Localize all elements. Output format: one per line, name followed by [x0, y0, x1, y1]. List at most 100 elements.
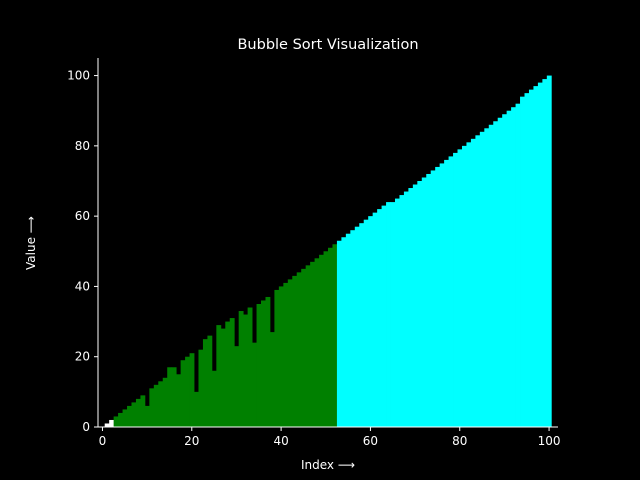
bar-82	[466, 142, 472, 427]
bar-18	[180, 360, 186, 427]
y-axis-label: Value ⟶	[24, 216, 38, 270]
bar-21	[194, 391, 199, 427]
bar-66	[394, 198, 400, 427]
bar-55	[345, 233, 351, 427]
bar-24	[207, 335, 213, 427]
bar-92	[511, 107, 516, 427]
bar-20	[189, 353, 195, 427]
y-tick-label-20: 20	[75, 350, 90, 364]
bar-84	[475, 135, 481, 427]
bar-45	[301, 268, 307, 427]
bar-64	[386, 202, 391, 427]
bar-70	[412, 184, 418, 427]
bar-77	[444, 159, 449, 427]
bar-51	[328, 247, 333, 427]
bar-76	[439, 163, 445, 427]
bar-83	[470, 138, 476, 427]
bar-6	[127, 405, 132, 427]
bar-7	[131, 402, 137, 427]
bar-22	[198, 349, 204, 427]
x-tick-label-100: 100	[538, 434, 561, 448]
bar-98	[537, 82, 543, 427]
x-tick-label-40: 40	[273, 434, 288, 448]
bar-31	[238, 311, 244, 427]
bar-89	[497, 117, 503, 428]
bar-61	[372, 212, 378, 427]
bar-72	[421, 177, 427, 427]
bar-23	[202, 339, 208, 427]
bar-97	[533, 86, 539, 428]
bar-5	[122, 409, 128, 427]
bar-75	[435, 166, 441, 427]
bar-48	[314, 258, 320, 427]
y-tick-label-40: 40	[75, 279, 90, 293]
bar-57	[354, 226, 360, 427]
bar-68	[403, 191, 409, 427]
bar-56	[350, 230, 356, 427]
bar-33	[247, 307, 253, 427]
bar-59	[363, 219, 369, 427]
x-axis-label: Index ⟶	[301, 458, 355, 472]
bar-3	[113, 416, 119, 427]
bar-26	[216, 325, 222, 427]
bar-17	[176, 374, 182, 427]
bar-30	[234, 346, 240, 427]
chart-title: Bubble Sort Visualization	[237, 37, 418, 53]
bar-54	[341, 237, 347, 427]
bar-19	[185, 356, 190, 427]
bar-15	[167, 367, 173, 427]
bar-36	[261, 300, 266, 427]
bar-49	[319, 254, 324, 427]
bar-13	[158, 381, 164, 427]
bar-4	[118, 412, 123, 427]
bar-9	[140, 395, 146, 427]
bar-96	[528, 89, 534, 427]
y-tick-label-80: 80	[75, 139, 90, 153]
bar-74	[430, 170, 436, 427]
bar-40	[278, 286, 284, 427]
bar-2	[109, 419, 115, 427]
bar-53	[336, 240, 342, 427]
bar-100	[546, 75, 552, 427]
x-tick-label-60: 60	[363, 434, 378, 448]
y-tick-label-100: 100	[67, 69, 90, 83]
bar-28	[225, 321, 231, 427]
x-tick-label-80: 80	[452, 434, 467, 448]
bar-42	[287, 279, 293, 427]
bar-37	[265, 296, 271, 427]
bar-29	[229, 318, 235, 427]
bar-25	[211, 370, 217, 427]
bar-93	[515, 103, 521, 427]
bar-44	[296, 272, 302, 427]
bar-69	[408, 188, 414, 427]
bar-86	[484, 128, 490, 428]
x-tick-label-0: 0	[99, 434, 107, 448]
bar-60	[368, 216, 374, 427]
y-tick-label-60: 60	[75, 209, 90, 223]
bar-46	[305, 265, 311, 427]
bar-65	[390, 202, 396, 427]
bar-87	[488, 124, 494, 428]
bar-94	[520, 96, 525, 427]
bar-14	[162, 377, 168, 427]
bar-39	[274, 289, 280, 427]
bar-73	[426, 173, 432, 427]
bar-90	[502, 114, 508, 427]
bar-38	[269, 332, 275, 427]
bar-41	[283, 282, 289, 427]
y-tick-label-0: 0	[82, 420, 90, 434]
bar-11	[149, 388, 155, 427]
bar-27	[220, 328, 226, 427]
bar-81	[461, 145, 467, 428]
bar-67	[399, 195, 405, 427]
bar-12	[153, 384, 159, 427]
bar-91	[506, 110, 512, 428]
bar-71	[417, 181, 423, 427]
bar-80	[457, 149, 463, 427]
bar-62	[377, 209, 382, 427]
bar-52	[332, 244, 338, 427]
bar-95	[524, 93, 530, 427]
bar-88	[493, 121, 499, 427]
bar-78	[448, 156, 454, 427]
